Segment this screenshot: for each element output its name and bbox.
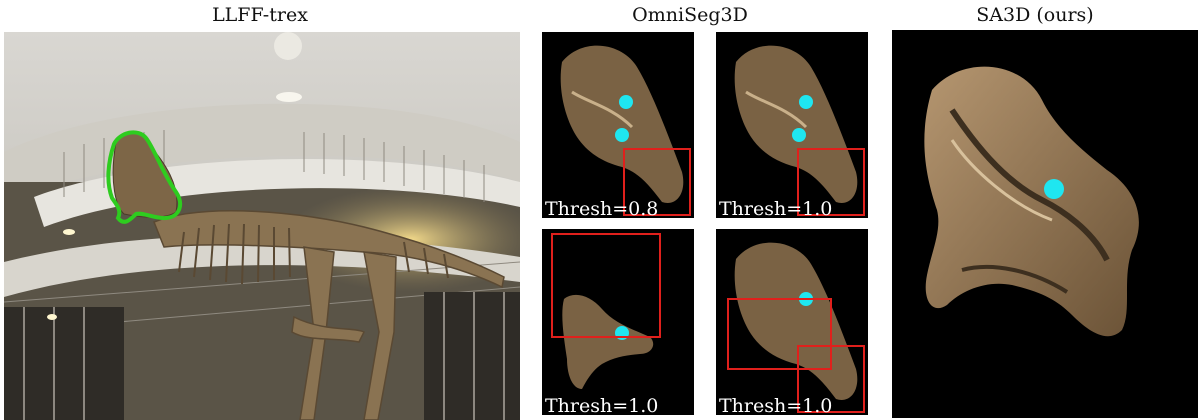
threshold-label: Thresh=1.0 <box>719 395 833 415</box>
segmentation-mask-outline <box>106 130 183 224</box>
omniseg-thumb-3: Thresh=1.0 <box>542 229 694 415</box>
omniseg-thumb-2: Thresh=1.0 <box>716 32 868 218</box>
sa3d-result <box>892 30 1198 418</box>
title-sa3d: SA3D (ours) <box>976 4 1094 26</box>
title-omniseg3d: OmniSeg3D <box>632 4 748 26</box>
scene-illustration <box>4 32 520 420</box>
threshold-label: Thresh=0.8 <box>545 198 659 218</box>
threshold-label: Thresh=1.0 <box>545 395 659 415</box>
scene-photo <box>4 32 520 420</box>
omniseg-thumb-1: Thresh=0.8 <box>542 32 694 218</box>
omniseg-thumb-4: Thresh=1.0 <box>716 229 868 415</box>
threshold-label: Thresh=1.0 <box>719 198 833 218</box>
title-llff-trex: LLFF-trex <box>212 4 308 26</box>
